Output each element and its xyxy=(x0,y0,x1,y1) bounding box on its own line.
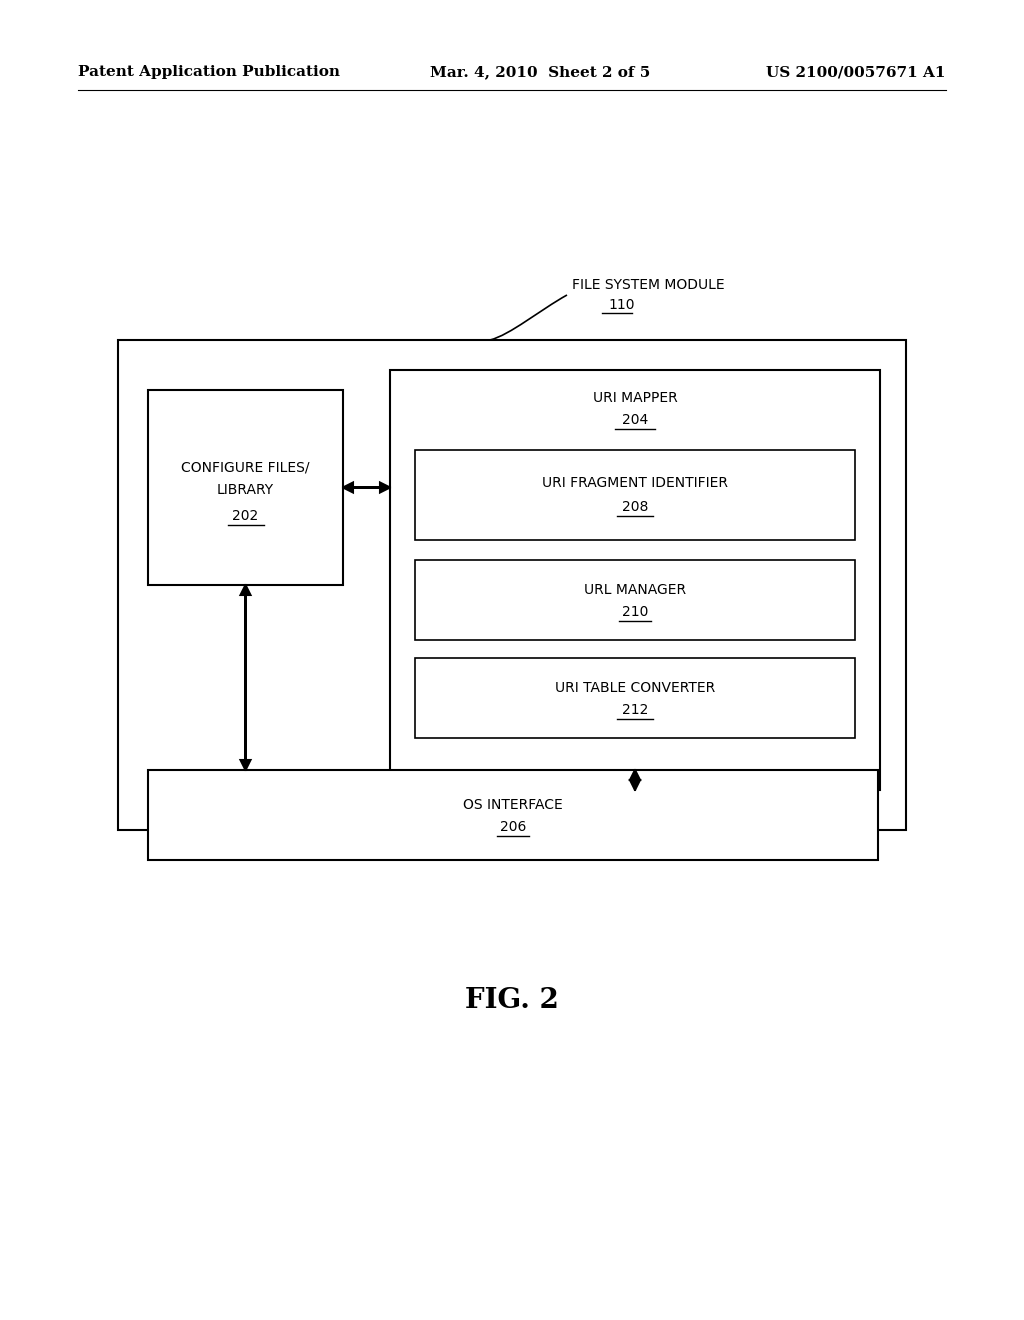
Bar xyxy=(118,341,906,830)
Text: CONFIGURE FILES/: CONFIGURE FILES/ xyxy=(181,461,309,474)
Text: URL MANAGER: URL MANAGER xyxy=(584,583,686,597)
Text: Patent Application Publication: Patent Application Publication xyxy=(78,65,340,79)
FancyArrow shape xyxy=(241,585,251,770)
Text: 210: 210 xyxy=(622,605,648,619)
Bar xyxy=(148,770,878,861)
FancyArrow shape xyxy=(630,770,640,789)
Text: 208: 208 xyxy=(622,500,648,513)
Bar xyxy=(415,657,855,738)
FancyArrow shape xyxy=(241,585,251,770)
Text: URI TABLE CONVERTER: URI TABLE CONVERTER xyxy=(555,681,715,696)
Text: FIG. 2: FIG. 2 xyxy=(465,986,559,1014)
FancyArrow shape xyxy=(343,483,390,492)
Bar xyxy=(415,560,855,640)
Text: FILE SYSTEM MODULE: FILE SYSTEM MODULE xyxy=(572,279,725,292)
Text: LIBRARY: LIBRARY xyxy=(217,483,274,498)
Text: OS INTERFACE: OS INTERFACE xyxy=(463,799,563,812)
Bar xyxy=(148,389,343,585)
Text: 204: 204 xyxy=(622,413,648,426)
Text: Mar. 4, 2010  Sheet 2 of 5: Mar. 4, 2010 Sheet 2 of 5 xyxy=(430,65,650,79)
Text: US 2100/0057671 A1: US 2100/0057671 A1 xyxy=(767,65,946,79)
Text: 206: 206 xyxy=(500,820,526,834)
Text: URI FRAGMENT IDENTIFIER: URI FRAGMENT IDENTIFIER xyxy=(542,477,728,490)
FancyArrow shape xyxy=(630,770,640,789)
Bar xyxy=(390,370,880,789)
Text: 110: 110 xyxy=(608,298,635,312)
Text: 202: 202 xyxy=(232,508,259,523)
FancyArrow shape xyxy=(343,483,390,492)
Text: 212: 212 xyxy=(622,704,648,717)
Text: URI MAPPER: URI MAPPER xyxy=(593,391,677,405)
Bar xyxy=(415,450,855,540)
